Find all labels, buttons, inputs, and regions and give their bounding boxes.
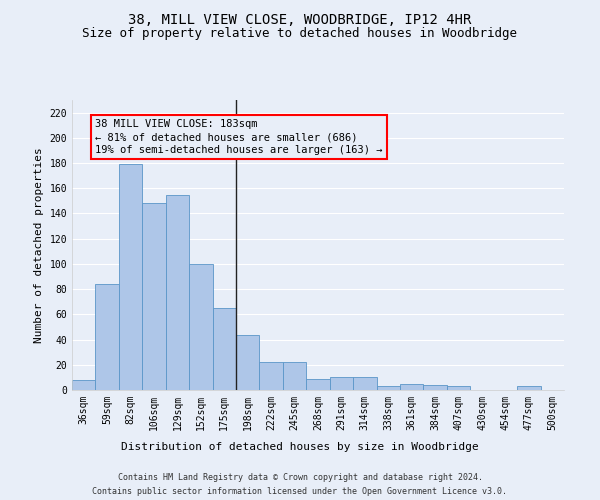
Bar — [259, 362, 283, 390]
Bar — [400, 384, 424, 390]
Bar — [330, 378, 353, 390]
Bar — [72, 380, 95, 390]
Bar — [142, 204, 166, 390]
Bar — [447, 386, 470, 390]
Bar — [166, 194, 189, 390]
Text: Contains public sector information licensed under the Open Government Licence v3: Contains public sector information licen… — [92, 488, 508, 496]
Bar — [212, 308, 236, 390]
Bar — [95, 284, 119, 390]
Bar — [306, 378, 330, 390]
Bar — [283, 362, 306, 390]
Text: Size of property relative to detached houses in Woodbridge: Size of property relative to detached ho… — [83, 28, 517, 40]
Text: Distribution of detached houses by size in Woodbridge: Distribution of detached houses by size … — [121, 442, 479, 452]
Text: 38 MILL VIEW CLOSE: 183sqm
← 81% of detached houses are smaller (686)
19% of sem: 38 MILL VIEW CLOSE: 183sqm ← 81% of deta… — [95, 119, 383, 156]
Text: 38, MILL VIEW CLOSE, WOODBRIDGE, IP12 4HR: 38, MILL VIEW CLOSE, WOODBRIDGE, IP12 4H… — [128, 12, 472, 26]
Bar — [353, 378, 377, 390]
Bar — [377, 386, 400, 390]
Bar — [517, 386, 541, 390]
Bar — [424, 385, 447, 390]
Bar — [119, 164, 142, 390]
Bar — [236, 334, 259, 390]
Text: Contains HM Land Registry data © Crown copyright and database right 2024.: Contains HM Land Registry data © Crown c… — [118, 472, 482, 482]
Bar — [189, 264, 212, 390]
Y-axis label: Number of detached properties: Number of detached properties — [34, 147, 44, 343]
